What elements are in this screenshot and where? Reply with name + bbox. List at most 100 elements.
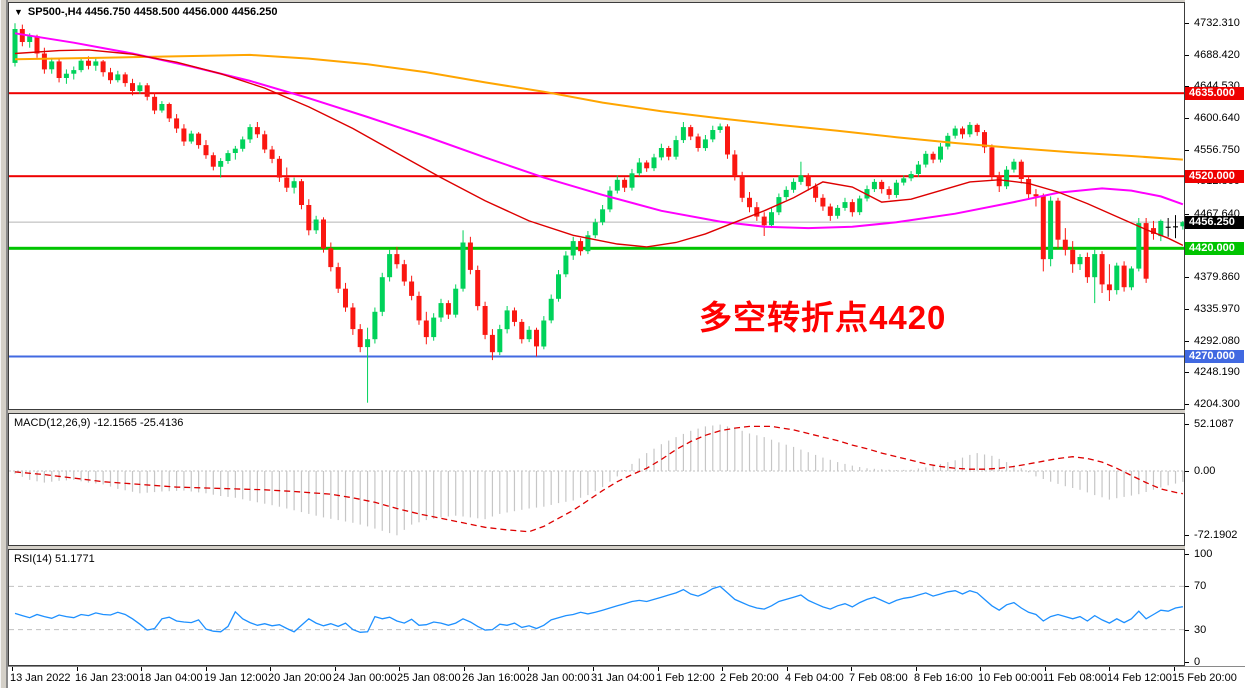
time-tick-label: 14 Feb 12:00 [1107,672,1172,684]
candle-body [1173,226,1178,228]
candle-body [431,317,437,338]
rsi-canvas[interactable] [9,550,1184,665]
candle-body [86,60,91,66]
symbol-title: ▼ SP500-,H4 4456.750 4458.500 4456.000 44… [14,6,277,18]
axis-tick [1185,662,1189,663]
candle-body [849,202,855,213]
candle-body [798,175,804,182]
horizontal-level-line[interactable] [9,175,1184,178]
candle-body [350,307,356,330]
candle-body [967,124,973,135]
candle-body [379,277,385,312]
candle-body [225,153,231,161]
candle-body [658,148,664,158]
time-axis-tick [787,667,788,671]
macd-indicator-pane[interactable]: MACD(12,26,9) -12.1565 -25.4136 [8,413,1185,546]
price-axis-gutter[interactable]: 4732.310 4688.420 4644.530 4600.640 4556.750… [1185,0,1245,668]
candle-body [541,320,547,347]
time-tick-label: 28 Jan 00:00 [526,672,590,684]
axis-tick [1185,214,1189,215]
rsi-line [14,585,1184,633]
candle-body [232,148,238,153]
candle-body [938,146,943,160]
price-tick-label: 4732.310 [1194,17,1240,29]
candle-body [240,139,246,149]
candle-body [460,242,466,289]
chevron-down-icon[interactable]: ▼ [14,7,23,17]
price-tick-label: 0.00 [1194,465,1216,477]
candle-body [254,127,260,135]
candle-body [739,176,745,198]
price-chart-pane[interactable]: ▼ SP500-,H4 4456.750 4458.500 4456.000 44… [8,2,1185,410]
candle-body [1048,200,1054,260]
candle-body [409,281,415,296]
candle-body [1136,223,1142,269]
candle-body [19,29,25,42]
horizontal-level-line[interactable] [9,246,1184,250]
ma-mid-magenta [14,32,1184,230]
price-tick-label: 4556.750 [1194,144,1240,156]
time-tick-label: 19 Jan 12:00 [204,672,268,684]
time-axis-tick [335,667,336,671]
candle-body [130,83,135,91]
candle-body [578,241,584,252]
candle-body [41,53,47,70]
candle-body [1151,228,1156,234]
candle-body [387,254,393,278]
candlestick-canvas[interactable] [9,3,1184,409]
candle-body [218,161,224,167]
candle-body [416,295,422,321]
candle-body [952,128,958,136]
candle-body [284,177,290,188]
macd-histogram-layer [14,424,1184,536]
candle-body [115,74,121,81]
candle-body [56,61,62,78]
candle-body [1055,200,1061,240]
candle-body [152,96,158,111]
horizontal-level-line[interactable] [9,92,1184,95]
candle-body [908,174,914,179]
candle-body [71,70,77,74]
candle-body [666,148,672,157]
candle-body [702,139,708,149]
time-axis-tick [399,667,400,671]
candle-body [982,132,987,148]
price-tick-label: 52.1087 [1194,418,1234,430]
price-tick-label: 4248.190 [1194,366,1240,378]
chinese-annotation-text: 多空转折点4420 [699,299,947,336]
candle-body [269,149,275,159]
candle-body [512,310,517,322]
time-axis-tick [141,667,142,671]
candle-body [328,248,334,268]
candle-body [570,241,576,256]
candle-body [805,175,811,187]
horizontal-level-line[interactable] [9,355,1184,358]
candle-body [886,189,892,195]
candle-body [166,104,172,119]
candle-body [196,133,202,146]
candle-body [423,320,429,338]
candle-body [108,72,113,81]
time-axis-tick [528,667,529,671]
candle-body [585,235,591,252]
axis-tick [1185,372,1189,373]
candle-body [313,219,319,231]
time-tick-label: 8 Feb 16:00 [914,672,973,684]
candle-body [879,181,885,190]
axis-tick [1185,23,1189,24]
axis-tick [1185,424,1189,425]
candle-body [445,303,451,315]
axis-tick [1185,586,1189,587]
macd-canvas[interactable] [9,414,1184,545]
time-axis[interactable]: 13 Jan 2022 16 Jan 23:00 18 Jan 04:00 19 Ja… [8,666,1245,688]
candle-body [453,288,459,315]
time-tick-label: 16 Jan 23:00 [75,672,139,684]
rsi-label: RSI(14) 51.1771 [14,553,95,565]
candle-body [651,157,657,169]
time-tick-label: 10 Feb 00:00 [978,672,1043,684]
time-axis-tick [77,667,78,671]
candle-body [27,36,33,42]
candle-body [1180,222,1184,227]
candle-body [614,179,620,191]
rsi-indicator-pane[interactable]: RSI(14) 51.1771 [8,549,1185,666]
